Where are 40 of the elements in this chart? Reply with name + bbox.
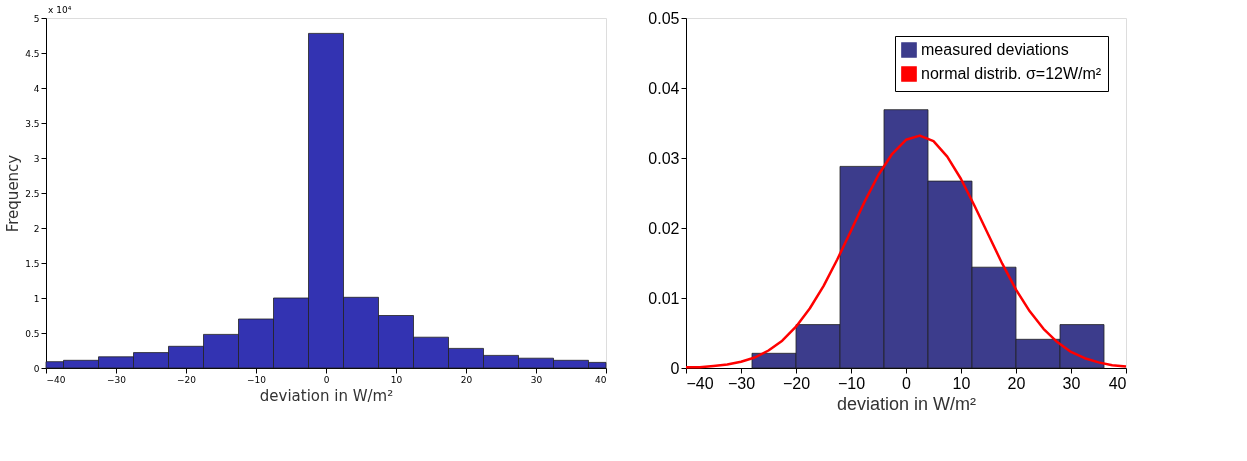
- x-tick-label: −30: [727, 374, 756, 392]
- x-axis-title: deviation in W/m²: [259, 386, 394, 405]
- y-tick-label: 2: [33, 223, 40, 234]
- y-tick-label: 4: [33, 83, 40, 94]
- legend-label: normal distrib. σ=12W/m²: [921, 65, 1102, 82]
- y-tick-label: 0.02: [648, 219, 680, 237]
- y-tick-label: 0: [33, 363, 40, 374]
- y-tick-label: 3: [33, 153, 40, 164]
- y-tick-label: 0.05: [648, 9, 680, 27]
- y-tick-label: 0.01: [648, 289, 680, 307]
- y-tick-label: 0.03: [648, 149, 680, 167]
- x-tick-label: 0: [323, 374, 330, 385]
- x-tick-label: −10: [247, 374, 267, 385]
- y-tick-label: 5: [33, 13, 40, 24]
- x-tick-label: 30: [530, 374, 543, 385]
- y-tick-label: 3.5: [25, 118, 40, 129]
- x-tick-label: −40: [46, 374, 66, 385]
- y-tick-label: 1.5: [25, 258, 40, 269]
- y-tick-label: 2.5: [25, 188, 40, 199]
- x-tick-label: −30: [107, 374, 127, 385]
- x-tick-label: 20: [1007, 374, 1026, 392]
- y-tick-label: 0.04: [648, 79, 680, 97]
- y-tick-label: 4.5: [25, 48, 40, 59]
- x-tick-label: −20: [782, 374, 811, 392]
- x-axis-title: deviation in W/m²: [836, 393, 977, 414]
- y-axis-title: Frequency: [4, 154, 23, 233]
- x-tick-label: 30: [1062, 374, 1081, 392]
- text: x 10⁴: [48, 5, 72, 15]
- x-tick-label: 10: [952, 374, 971, 392]
- x-tick-label: −40: [686, 374, 714, 392]
- x-tick-label: 10: [390, 374, 403, 385]
- x-tick-label: 40: [595, 374, 607, 385]
- legend-label: measured deviations: [921, 41, 1069, 58]
- x-tick-label: −10: [837, 374, 866, 392]
- x-tick-label: −20: [177, 374, 197, 385]
- y-tick-label: 0.5: [25, 328, 40, 339]
- x-tick-label: 0: [902, 374, 912, 392]
- x-tick-label: 40: [1108, 374, 1127, 392]
- y-tick-label: 1: [33, 293, 40, 304]
- x-tick-label: 20: [460, 374, 473, 385]
